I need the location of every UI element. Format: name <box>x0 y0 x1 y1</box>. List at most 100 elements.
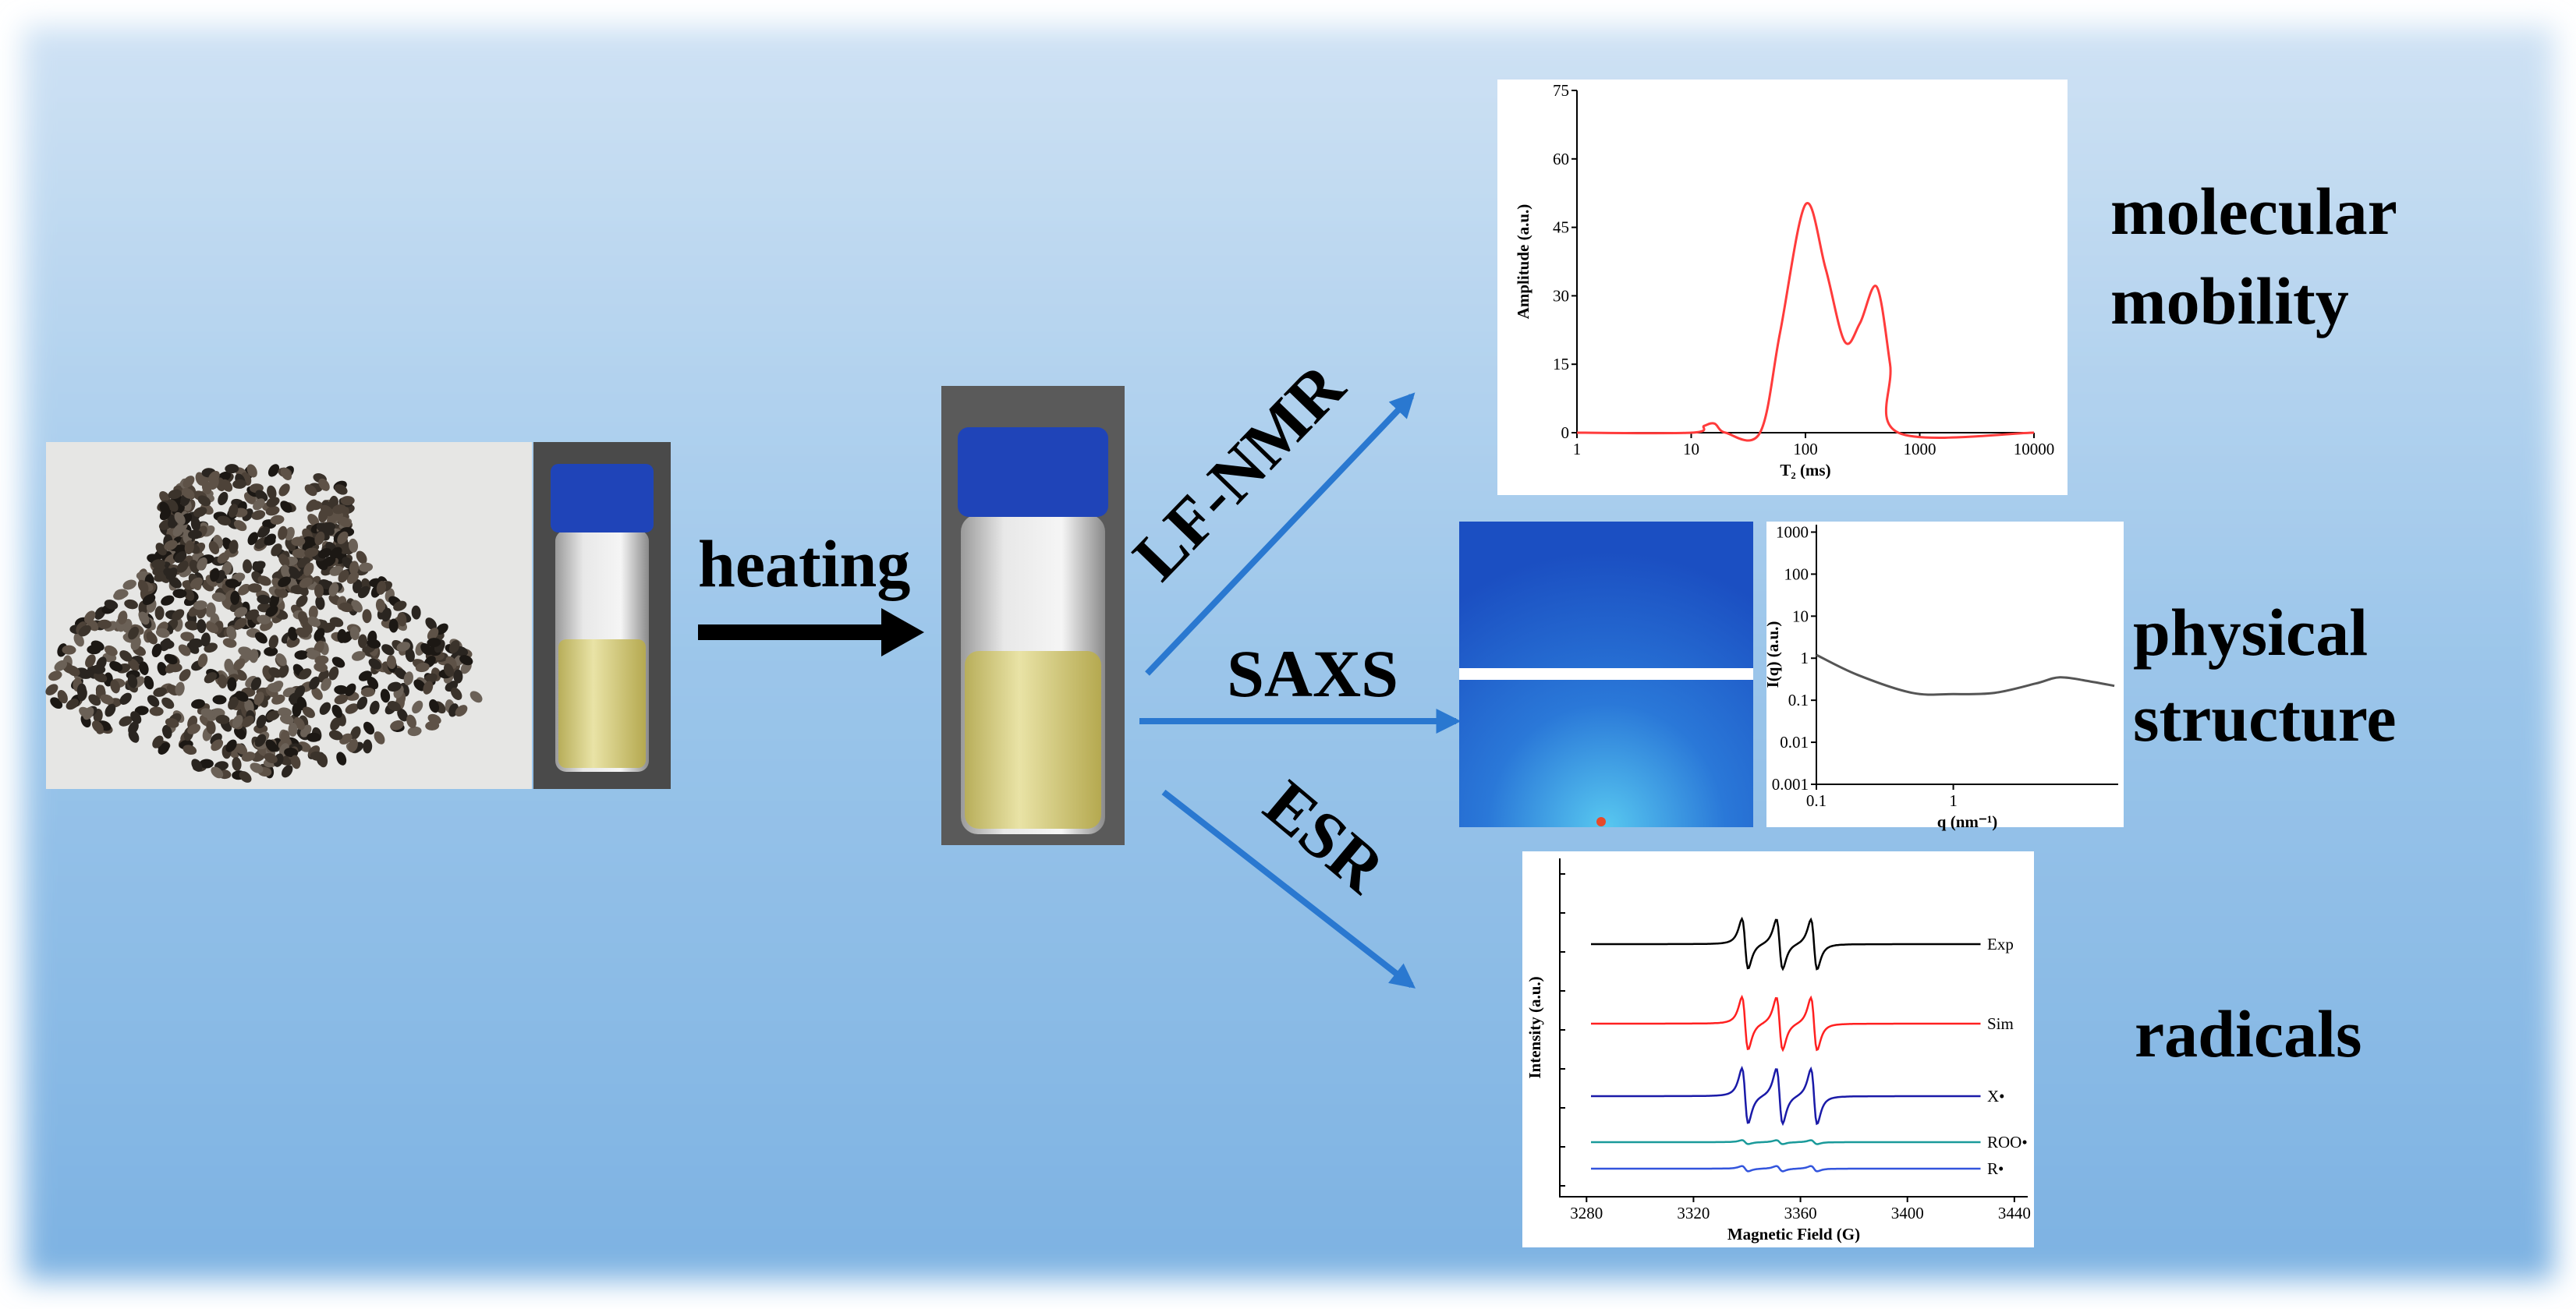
y-axis-label: Amplitude (a.u.) <box>1514 204 1532 320</box>
seed <box>257 594 271 604</box>
seed <box>153 687 168 697</box>
seed <box>232 757 242 771</box>
seed <box>253 692 264 706</box>
seed <box>268 464 280 477</box>
method-arrow <box>1145 392 1416 676</box>
seed <box>420 642 433 656</box>
seed <box>336 752 347 766</box>
seed <box>356 696 368 710</box>
seed <box>310 751 324 761</box>
seed <box>397 612 407 627</box>
vial-oil <box>965 651 1101 829</box>
seed <box>360 687 375 697</box>
seed <box>151 643 162 658</box>
seed <box>284 747 299 758</box>
seed <box>179 669 191 681</box>
trace-label: X• <box>1987 1087 2005 1106</box>
seed <box>176 561 189 573</box>
seed <box>368 658 381 670</box>
seed <box>412 700 423 714</box>
seed <box>226 625 237 640</box>
seed <box>225 739 237 752</box>
vial-oil <box>558 639 646 768</box>
seed <box>369 700 380 715</box>
seed <box>228 504 239 518</box>
seed <box>397 708 409 722</box>
y-axis-label: I(q) (a.u.) <box>1763 621 1782 688</box>
seed <box>296 627 310 638</box>
seed <box>88 694 101 706</box>
seed <box>328 666 339 681</box>
seed <box>191 699 205 709</box>
seed <box>172 589 187 599</box>
seed <box>251 510 266 520</box>
seed <box>453 669 463 684</box>
y-tick-label: 75 <box>1553 81 1569 100</box>
seed <box>165 717 179 728</box>
x-tick-label: 3440 <box>1998 1204 2031 1222</box>
seed <box>229 540 239 554</box>
y-tick-label: 0.1 <box>1788 691 1809 709</box>
x-tick-label: 10 <box>1683 440 1699 458</box>
seed <box>253 498 265 511</box>
seed <box>185 621 199 631</box>
seed <box>278 707 292 717</box>
seed <box>353 579 363 593</box>
y-tick-label: 15 <box>1553 355 1569 373</box>
seed <box>308 501 323 511</box>
seed <box>340 496 355 506</box>
seed <box>264 752 278 764</box>
seed <box>307 514 320 526</box>
seed <box>211 592 226 602</box>
seed <box>257 614 271 624</box>
seed <box>427 628 439 641</box>
seed <box>127 674 138 688</box>
seed <box>348 538 359 553</box>
seed <box>346 571 360 584</box>
seed <box>349 626 360 641</box>
seed <box>266 497 280 508</box>
seed <box>109 660 123 672</box>
seed <box>197 557 207 571</box>
seed <box>66 665 80 677</box>
y-tick-label: 30 <box>1553 286 1569 305</box>
seed <box>331 704 342 718</box>
seed <box>189 638 204 648</box>
seed <box>91 664 106 674</box>
seed <box>164 653 178 665</box>
seed <box>280 501 292 513</box>
seed <box>330 547 342 559</box>
seed <box>393 600 407 611</box>
seed <box>110 679 120 694</box>
seed <box>66 699 79 710</box>
seed <box>279 714 294 725</box>
seed <box>423 673 438 684</box>
outcome-label: physical <box>2133 595 2368 670</box>
seed <box>351 600 363 613</box>
seed <box>232 479 247 489</box>
seed <box>239 771 252 783</box>
trace-label: Exp <box>1987 935 2014 953</box>
y-tick-label: 1 <box>1801 649 1809 667</box>
seed <box>403 671 413 686</box>
seed <box>227 677 237 692</box>
seed <box>210 568 220 582</box>
seed <box>200 708 214 719</box>
seed <box>367 676 379 690</box>
seed <box>182 476 195 488</box>
seed <box>238 583 251 596</box>
outcome-label: structure <box>2133 681 2397 755</box>
seed <box>307 616 321 628</box>
x-tick-label: 1000 <box>1904 440 1936 458</box>
esr-panel <box>1522 851 2034 1247</box>
method-arrow <box>1161 789 1416 989</box>
seed <box>215 714 230 724</box>
arrow-head <box>881 608 924 656</box>
seed <box>191 759 203 772</box>
x-tick-label: 0.1 <box>1806 791 1827 810</box>
seed <box>297 610 309 625</box>
seed <box>469 691 483 703</box>
seed <box>425 617 437 631</box>
seed <box>114 589 129 599</box>
y-tick-label: 0.01 <box>1780 733 1809 752</box>
